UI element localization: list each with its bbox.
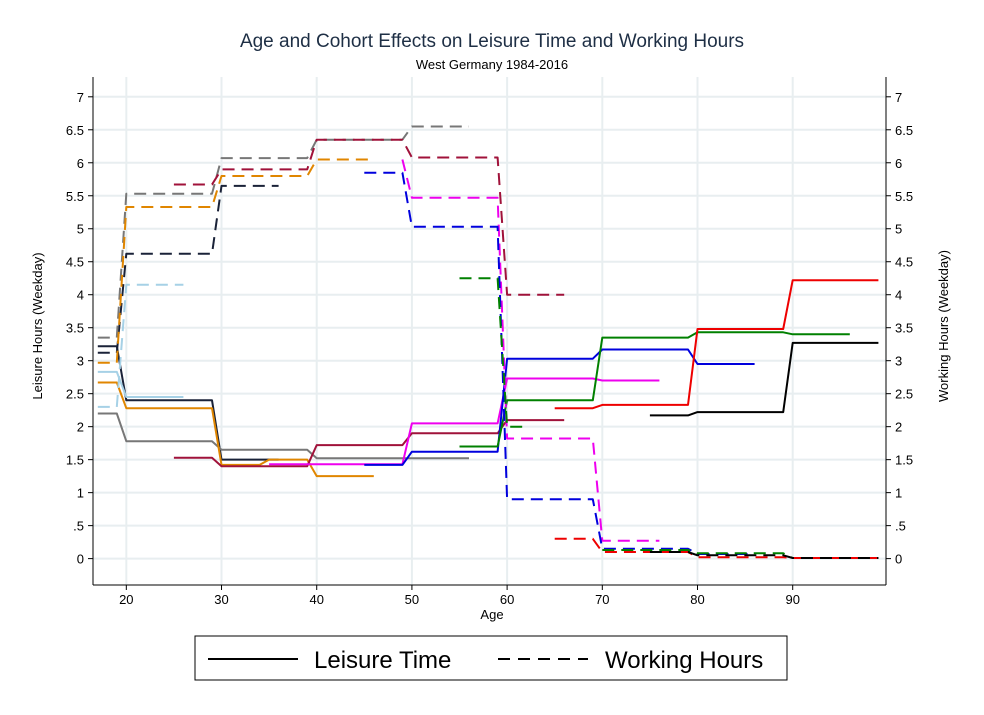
chart-subtitle: West Germany 1984-2016	[416, 57, 568, 72]
axes	[88, 77, 891, 590]
y-tick-label-left: 1	[77, 486, 84, 501]
y-tick-label-left: 3	[77, 354, 84, 369]
y-tick-label-left: 4	[77, 288, 84, 303]
leisure-series-line-9	[649, 341, 879, 417]
y-tick-label-right: 6	[895, 156, 902, 171]
x-tick-label: 20	[119, 592, 133, 607]
leisure-series-line-0	[97, 345, 279, 461]
y-tick-label-right: 3	[895, 354, 902, 369]
grid-lines	[93, 77, 886, 585]
leisure-series-line-6	[364, 348, 755, 466]
chart-title: Age and Cohort Effects on Leisure Time a…	[240, 31, 744, 52]
y-tick-label-left: 2	[77, 420, 84, 435]
x-tick-label: 80	[690, 592, 704, 607]
x-tick-label: 70	[595, 592, 609, 607]
y-tick-label-left: 7	[77, 90, 84, 105]
x-tick-label: 90	[785, 592, 799, 607]
working-series-line-12	[97, 158, 374, 364]
legend-label-working: Working Hours	[605, 647, 763, 674]
series-layer	[97, 125, 879, 559]
y-tick-label-right: 4	[895, 288, 902, 303]
x-tick-label: 50	[405, 592, 419, 607]
working-series-line-15	[401, 159, 660, 542]
y-tick-label-left: 6	[77, 156, 84, 171]
tick-labels: 0 0 .5 .5 1 1 1.5 1.5 2 2 2.5 2.5 3 3 3.5 3.5 4 4 4.5 4.5 5 5…	[66, 90, 913, 607]
working-series-line-19	[554, 537, 879, 559]
working-series-line-13	[97, 283, 184, 408]
y-tick-label-right: 3.5	[895, 321, 913, 336]
working-series-line-17	[459, 277, 527, 428]
y-tick-label-right: 0	[895, 552, 902, 567]
leisure-series-line-7	[459, 331, 850, 448]
leisure-series-line-3	[97, 370, 184, 398]
y-tick-label-left: 0	[77, 552, 84, 567]
y-tick-label-left: 5.5	[66, 189, 84, 204]
leisure-series-line-8	[554, 279, 879, 410]
y-tick-label-left: 1.5	[66, 453, 84, 468]
legend-label-leisure: Leisure Time	[314, 647, 451, 674]
working-series-line-14	[173, 138, 565, 296]
working-series-line-16	[364, 171, 755, 555]
x-tick-label: 60	[500, 592, 514, 607]
y-tick-label-left: 2.5	[66, 387, 84, 402]
x-tick-label: 40	[309, 592, 323, 607]
y-tick-label-left: 4.5	[66, 255, 84, 270]
legend: Leisure Time Working Hours	[194, 635, 788, 681]
y-tick-label-right: 4.5	[895, 255, 913, 270]
y-axis-label-right: Working Hours (Weekday)	[936, 250, 951, 402]
y-tick-label-right: 6.5	[895, 123, 913, 138]
x-tick-label: 30	[214, 592, 228, 607]
y-tick-label-left: .5	[73, 519, 84, 534]
y-tick-label-left: 3.5	[66, 321, 84, 336]
working-series-line-11	[97, 125, 469, 339]
y-tick-label-right: 1	[895, 486, 902, 501]
y-axis-label-left: Leisure Hours (Weekday)	[30, 252, 45, 399]
y-tick-label-left: 6.5	[66, 123, 84, 138]
y-tick-label-right: 7	[895, 90, 902, 105]
y-tick-label-right: 2.5	[895, 387, 913, 402]
y-tick-label-right: .5	[895, 519, 906, 534]
y-tick-label-right: 5	[895, 222, 902, 237]
working-series-line-10	[97, 184, 279, 354]
y-tick-label-right: 1.5	[895, 453, 913, 468]
x-axis-label: Age	[480, 607, 503, 622]
y-tick-label-left: 5	[77, 222, 84, 237]
y-tick-label-right: 2	[895, 420, 902, 435]
leisure-series-line-2	[97, 381, 374, 478]
y-tick-label-right: 5.5	[895, 189, 913, 204]
working-series-line-20	[649, 551, 879, 559]
